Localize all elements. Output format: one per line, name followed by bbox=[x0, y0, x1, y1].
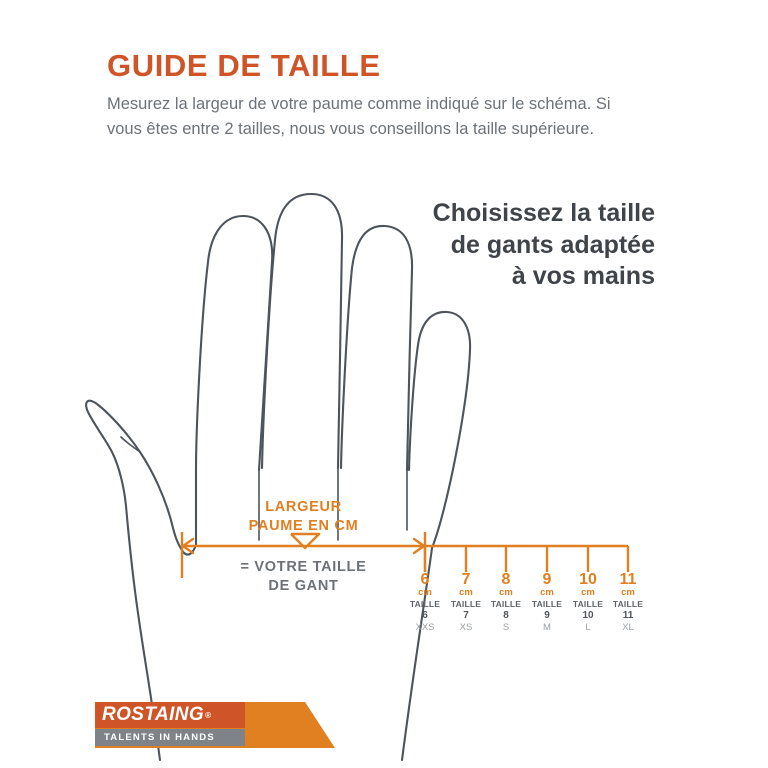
glove-size-result-line-1: = VOTRE TAILLE bbox=[240, 559, 367, 575]
size-taille-number: 11 bbox=[622, 610, 634, 621]
size-cm-unit: cm bbox=[459, 587, 473, 598]
size-taille-word: TAILLE bbox=[450, 599, 482, 609]
middle-finger-outline bbox=[260, 192, 344, 470]
size-letter: XL bbox=[622, 622, 634, 633]
logo-tagline: TALENTS IN HANDS bbox=[95, 729, 245, 746]
size-taille-word: TAILLE bbox=[531, 599, 563, 609]
glove-size-result-line-2: DE GANT bbox=[268, 578, 339, 594]
logo-wordmark: ROSTAING ® bbox=[95, 702, 245, 728]
size-taille-word: TAILLE bbox=[612, 599, 644, 609]
size-column-xxs: 6 cm TAILLE 6 XXS bbox=[403, 572, 447, 634]
size-column-m: 9 cm TAILLE 9 M bbox=[525, 572, 569, 634]
size-taille-number: 8 bbox=[503, 610, 509, 621]
thumb-outline bbox=[85, 399, 186, 762]
palm-width-label: LARGEUR PAUME EN CM bbox=[182, 498, 425, 536]
ring-finger-outline bbox=[339, 224, 414, 472]
logo-wordmark-text: ROSTAING bbox=[102, 704, 205, 725]
size-taille-number: 7 bbox=[463, 610, 469, 621]
glove-size-result-label: = VOTRE TAILLE DE GANT bbox=[182, 558, 425, 596]
size-letter: L bbox=[585, 622, 591, 633]
size-scale-axis bbox=[423, 544, 630, 572]
center-marker-triangle bbox=[290, 532, 321, 550]
size-taille-word: TAILLE bbox=[409, 599, 441, 609]
size-taille-word: TAILLE bbox=[572, 599, 604, 609]
size-column-xs: 7 cm TAILLE 7 XS bbox=[444, 572, 488, 634]
size-taille-number: 6 bbox=[422, 610, 428, 621]
headline-line-2: de gants adaptée bbox=[450, 230, 655, 259]
size-taille-number: 9 bbox=[544, 610, 550, 621]
size-cm-unit: cm bbox=[581, 587, 595, 598]
size-letter: XS bbox=[459, 622, 473, 633]
size-cm-value: 8 bbox=[501, 571, 511, 588]
size-taille-number: 10 bbox=[582, 610, 594, 621]
size-letter: M bbox=[543, 622, 551, 633]
size-cm-unit: cm bbox=[621, 587, 635, 598]
size-cm-value: 9 bbox=[542, 571, 552, 588]
headline-line-1: Choisissez la taille bbox=[432, 199, 655, 227]
headline-line-3: à vos mains bbox=[511, 262, 655, 290]
palm-width-label-line-2: PAUME EN CM bbox=[248, 518, 359, 534]
size-column-s: 8 cm TAILLE 8 S bbox=[484, 572, 528, 634]
size-cm-value: 6 bbox=[420, 571, 430, 588]
size-cm-unit: cm bbox=[418, 587, 432, 598]
intro-paragraph: Mesurez la largeur de votre paume comme … bbox=[107, 95, 611, 138]
size-cm-value: 10 bbox=[579, 571, 597, 588]
size-cm-value: 7 bbox=[461, 571, 471, 588]
palm-right-edge bbox=[400, 546, 434, 762]
page-title: GUIDE DE TAILLE bbox=[107, 48, 381, 83]
headline: Choisissez la taille de gants adaptée à … bbox=[325, 198, 655, 293]
size-cm-unit: cm bbox=[540, 587, 554, 598]
size-column-l: 10 cm TAILLE 10 L bbox=[566, 572, 610, 634]
size-taille-word: TAILLE bbox=[490, 599, 522, 609]
pinky-finger-outline bbox=[407, 310, 472, 550]
size-letter: XXS bbox=[415, 622, 435, 633]
size-column-xl: 11 cm TAILLE 11 XL bbox=[606, 572, 650, 634]
size-cm-unit: cm bbox=[499, 587, 513, 598]
registered-trademark-icon: ® bbox=[205, 710, 212, 720]
size-cm-value: 11 bbox=[619, 571, 637, 588]
brand-logo: ROSTAING ® TALENTS IN HANDS bbox=[95, 702, 335, 748]
size-letter: S bbox=[502, 622, 510, 633]
palm-width-label-line-1: LARGEUR bbox=[265, 499, 342, 515]
thumb-inner-crease bbox=[120, 436, 141, 453]
